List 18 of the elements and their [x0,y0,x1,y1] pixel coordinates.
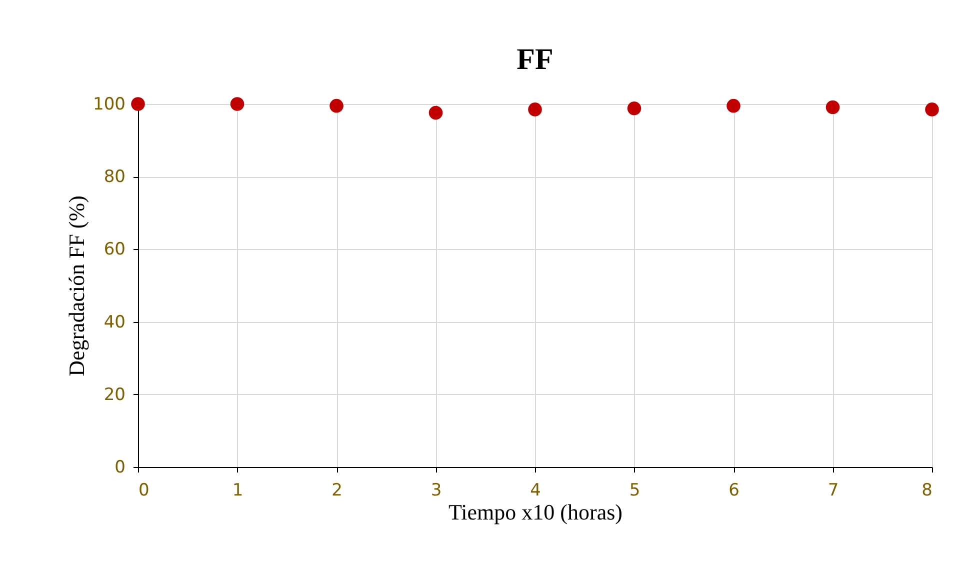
y-tick-label: 80 [104,167,126,188]
x-tick-label: 1 [232,480,244,500]
y-tick-label: 0 [114,458,126,478]
x-tick-label: 6 [728,480,740,500]
x-tick-label: 0 [138,480,150,500]
x-tick-label: 7 [828,480,839,500]
x-tick-label: 5 [629,480,640,500]
y-axis-title: Degradación FF (%) [64,196,90,376]
x-tick-label: 2 [332,480,342,500]
y-tick-label: 20 [104,384,126,405]
x-axis-title: Tiempo x10 (horas) [448,500,622,524]
x-tick-label: 4 [530,480,541,500]
y-tick-label: 100 [93,94,126,114]
x-tick-label: 8 [922,480,932,500]
y-tick-label: 60 [104,240,126,260]
y-tick-label: 40 [104,312,126,332]
chart-title: FF [516,43,554,76]
x-tick-label: 3 [430,480,442,500]
